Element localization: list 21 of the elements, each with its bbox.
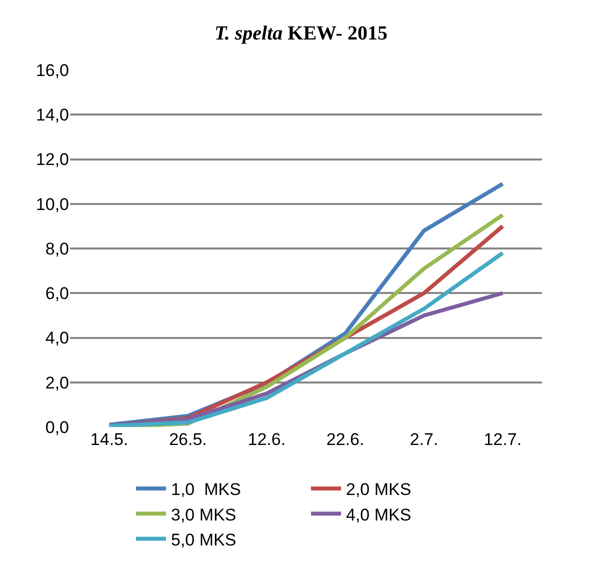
x-tick-label: 26.5. xyxy=(169,430,207,449)
y-tick-label: 10,0 xyxy=(36,194,69,214)
y-tick-label: 2,0 xyxy=(45,373,69,392)
legend-label: 3,0 MKS xyxy=(171,505,236,524)
legend-label: 2,0 MKS xyxy=(346,480,412,500)
chart-title: T. spelta KEW- 2015 xyxy=(214,22,388,45)
legend-label: 1,0 MKS xyxy=(171,480,241,500)
x-tick-label: 2.7. xyxy=(410,430,438,449)
x-tick-label: 14.5. xyxy=(90,430,128,449)
y-tick-label: 16,0 xyxy=(36,60,69,80)
y-tick-label: 4,0 xyxy=(45,328,69,348)
y-tick-label: 0,0 xyxy=(45,418,69,437)
legend-label: 5,0 MKS xyxy=(171,530,236,550)
y-tick-label: 14,0 xyxy=(36,106,69,125)
legend-label: 4,0 MKS xyxy=(346,505,412,524)
y-tick-label: 6,0 xyxy=(45,284,69,304)
x-tick-label: 12.6. xyxy=(248,430,286,449)
x-tick-label: 22.6. xyxy=(326,430,364,449)
y-tick-label: 12,0 xyxy=(36,150,69,170)
y-tick-label: 8,0 xyxy=(45,239,69,258)
x-tick-label: 12.7. xyxy=(484,430,522,449)
